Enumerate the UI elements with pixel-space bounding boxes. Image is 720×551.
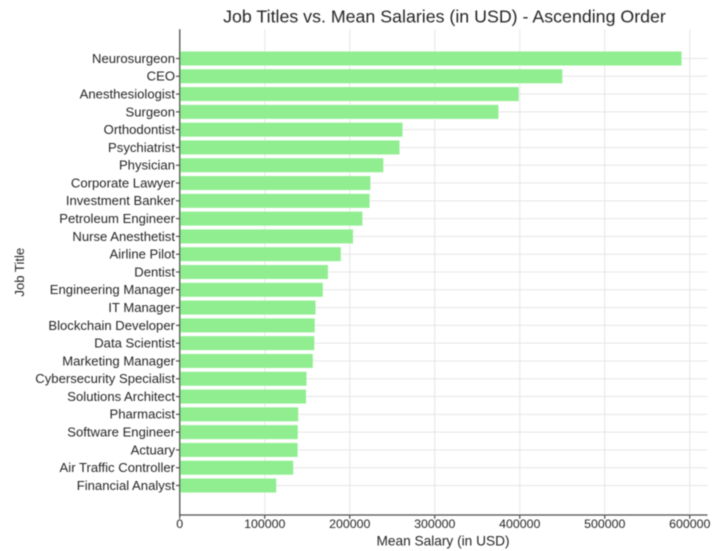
svg-text:CEO: CEO: [147, 69, 175, 84]
svg-text:200000: 200000: [329, 517, 370, 531]
svg-text:Physician: Physician: [119, 158, 175, 173]
svg-text:Petroleum Engineer: Petroleum Engineer: [59, 211, 175, 226]
svg-text:Job Titles vs. Mean Salaries (: Job Titles vs. Mean Salaries (in USD) - …: [223, 6, 666, 26]
svg-text:Engineering Manager: Engineering Manager: [50, 282, 176, 297]
svg-text:100000: 100000: [244, 517, 285, 531]
svg-text:Marketing Manager: Marketing Manager: [62, 353, 175, 368]
svg-text:600000: 600000: [669, 517, 710, 531]
svg-text:Solutions Architect: Solutions Architect: [67, 389, 175, 404]
svg-text:Psychiatrist: Psychiatrist: [108, 140, 175, 155]
svg-text:Software Engineer: Software Engineer: [67, 425, 175, 440]
svg-text:Air Traffic Controller: Air Traffic Controller: [60, 460, 176, 475]
svg-text:0: 0: [176, 517, 183, 531]
svg-text:500000: 500000: [584, 517, 625, 531]
svg-text:IT Manager: IT Manager: [108, 300, 175, 315]
svg-text:Airline Pilot: Airline Pilot: [110, 247, 176, 262]
svg-text:Surgeon: Surgeon: [125, 104, 175, 119]
svg-text:Pharmacist: Pharmacist: [110, 407, 176, 422]
svg-text:Job Title: Job Title: [12, 248, 27, 297]
svg-text:Mean Salary (in USD): Mean Salary (in USD): [376, 534, 509, 549]
svg-text:Actuary: Actuary: [131, 442, 176, 457]
svg-text:Financial Analyst: Financial Analyst: [77, 478, 176, 493]
svg-text:Nurse Anesthetist: Nurse Anesthetist: [72, 229, 175, 244]
svg-text:400000: 400000: [499, 517, 540, 531]
svg-text:Investment Banker: Investment Banker: [66, 193, 176, 208]
svg-text:Orthodontist: Orthodontist: [104, 122, 176, 137]
svg-text:Data Scientist: Data Scientist: [94, 336, 175, 351]
svg-text:Blockchain Developer: Blockchain Developer: [48, 318, 175, 333]
svg-text:Anesthesiologist: Anesthesiologist: [80, 86, 176, 101]
svg-text:Neurosurgeon: Neurosurgeon: [92, 51, 175, 66]
svg-text:Cybersecurity Specialist: Cybersecurity Specialist: [35, 371, 175, 386]
svg-text:300000: 300000: [414, 517, 455, 531]
svg-text:Corporate Lawyer: Corporate Lawyer: [71, 175, 176, 190]
svg-text:Dentist: Dentist: [134, 264, 175, 279]
